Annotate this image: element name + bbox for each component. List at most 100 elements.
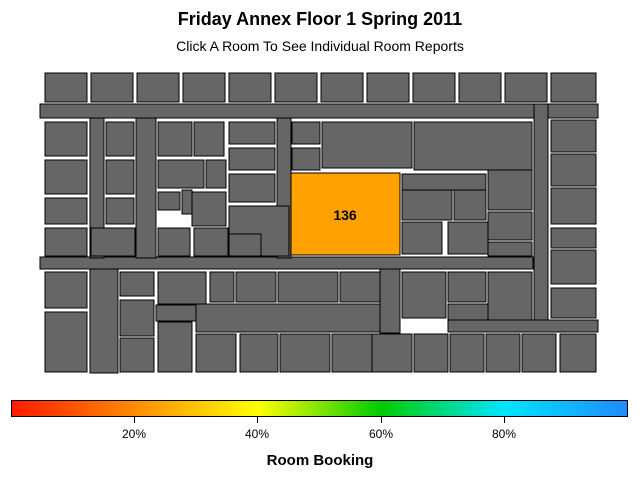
map-title: Friday Annex Floor 1 Spring 2011 bbox=[177, 9, 463, 29]
rooms bbox=[44, 72, 597, 373]
room[interactable] bbox=[413, 121, 533, 171]
room[interactable] bbox=[447, 271, 487, 303]
room[interactable] bbox=[195, 333, 237, 373]
room[interactable] bbox=[412, 72, 456, 103]
room[interactable] bbox=[550, 153, 597, 187]
room[interactable] bbox=[157, 121, 193, 157]
room[interactable] bbox=[320, 72, 364, 103]
room[interactable] bbox=[485, 333, 521, 373]
tick-label-20: 20% bbox=[121, 427, 147, 441]
room[interactable] bbox=[157, 271, 207, 305]
map-subtitle: Click A Room To See Individual Room Repo… bbox=[176, 38, 464, 54]
room[interactable] bbox=[458, 72, 502, 103]
room[interactable] bbox=[401, 221, 443, 255]
room[interactable] bbox=[447, 303, 489, 321]
room[interactable] bbox=[550, 187, 597, 225]
corridor bbox=[39, 256, 534, 270]
corridor bbox=[533, 103, 549, 323]
room[interactable] bbox=[157, 321, 193, 373]
room[interactable] bbox=[119, 337, 155, 373]
room[interactable] bbox=[401, 173, 487, 191]
room[interactable] bbox=[193, 121, 225, 157]
room[interactable] bbox=[44, 271, 88, 309]
room[interactable] bbox=[44, 72, 88, 103]
room[interactable] bbox=[487, 169, 533, 211]
room[interactable] bbox=[157, 159, 205, 189]
corridor bbox=[39, 103, 599, 119]
room[interactable] bbox=[44, 311, 88, 373]
room[interactable] bbox=[447, 221, 489, 255]
room[interactable] bbox=[291, 121, 321, 145]
room[interactable] bbox=[90, 227, 136, 257]
room[interactable] bbox=[205, 159, 227, 189]
corridor bbox=[135, 117, 157, 259]
room[interactable] bbox=[291, 147, 321, 171]
room[interactable] bbox=[105, 159, 135, 195]
tick-label-60: 60% bbox=[368, 427, 394, 441]
room[interactable] bbox=[157, 191, 181, 211]
room[interactable] bbox=[157, 227, 191, 257]
floor-plan-map: 136 bbox=[39, 72, 599, 374]
room[interactable] bbox=[401, 189, 453, 221]
tick-40 bbox=[257, 417, 258, 423]
room[interactable] bbox=[371, 333, 413, 373]
room[interactable] bbox=[550, 72, 597, 103]
room[interactable] bbox=[193, 227, 229, 257]
room[interactable] bbox=[550, 249, 597, 285]
room[interactable] bbox=[449, 333, 485, 373]
room[interactable] bbox=[228, 72, 272, 103]
tick-80 bbox=[504, 417, 505, 423]
room[interactable] bbox=[521, 333, 557, 373]
corridor bbox=[89, 117, 105, 259]
room[interactable] bbox=[136, 72, 180, 103]
room[interactable] bbox=[235, 271, 277, 303]
room[interactable] bbox=[119, 299, 155, 337]
room[interactable] bbox=[321, 121, 413, 169]
corridor bbox=[181, 189, 193, 215]
room[interactable] bbox=[559, 333, 597, 373]
room[interactable] bbox=[487, 241, 533, 257]
corridor bbox=[447, 319, 599, 333]
legend-title: Room Booking bbox=[266, 452, 374, 469]
room[interactable] bbox=[550, 227, 597, 249]
color-scale-bar bbox=[11, 400, 628, 417]
room[interactable] bbox=[191, 191, 227, 227]
room[interactable] bbox=[487, 211, 533, 241]
room[interactable] bbox=[331, 333, 373, 373]
room[interactable] bbox=[339, 271, 381, 303]
room[interactable] bbox=[44, 121, 88, 157]
room[interactable] bbox=[550, 119, 597, 153]
room[interactable] bbox=[182, 72, 226, 103]
room[interactable] bbox=[277, 271, 339, 303]
tick-label-40: 40% bbox=[244, 427, 270, 441]
room[interactable] bbox=[239, 333, 279, 373]
room[interactable] bbox=[195, 303, 381, 333]
room[interactable] bbox=[228, 121, 276, 145]
room-136[interactable] bbox=[290, 172, 401, 256]
room[interactable] bbox=[44, 159, 88, 195]
room[interactable] bbox=[401, 271, 447, 319]
room[interactable] bbox=[44, 197, 88, 225]
room[interactable] bbox=[105, 121, 135, 157]
room[interactable] bbox=[366, 72, 410, 103]
room[interactable] bbox=[119, 271, 155, 297]
tick-label-80: 80% bbox=[491, 427, 517, 441]
room[interactable] bbox=[504, 72, 548, 103]
room-136-label: 136 bbox=[333, 207, 357, 223]
room[interactable] bbox=[453, 189, 487, 221]
corridor bbox=[89, 268, 119, 374]
room[interactable] bbox=[105, 197, 135, 225]
room[interactable] bbox=[228, 147, 276, 171]
highlighted-room-group: 136 bbox=[290, 172, 401, 256]
room[interactable] bbox=[209, 271, 235, 303]
room[interactable] bbox=[279, 333, 331, 373]
room[interactable] bbox=[413, 333, 449, 373]
room[interactable] bbox=[90, 72, 134, 103]
room[interactable] bbox=[228, 173, 276, 203]
room[interactable] bbox=[228, 233, 262, 257]
tick-60 bbox=[381, 417, 382, 423]
room[interactable] bbox=[44, 227, 88, 257]
room[interactable] bbox=[274, 72, 318, 103]
room[interactable] bbox=[487, 271, 533, 321]
room[interactable] bbox=[550, 287, 597, 319]
